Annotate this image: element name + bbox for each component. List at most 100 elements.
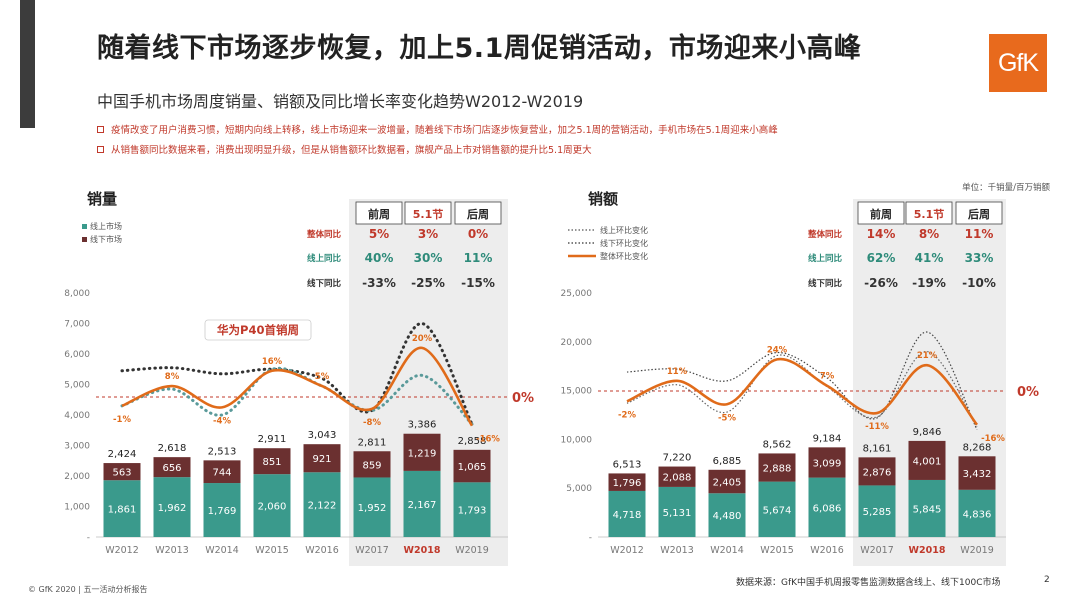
bar-offline-label: 744 <box>212 468 231 479</box>
x-tick-label: W2018 <box>909 545 946 556</box>
x-tick-label: W2014 <box>710 545 744 556</box>
bar-online <box>153 477 191 537</box>
bar-total-label: 9,846 <box>913 427 942 438</box>
table-row-label: 线上同比 <box>808 253 843 264</box>
table-cell-value: 33% <box>965 251 994 265</box>
bar-online <box>203 483 241 537</box>
growth-rate-label: 7% <box>820 372 835 382</box>
table-header-cell <box>857 201 905 225</box>
bar-offline-label: 656 <box>162 463 181 474</box>
legend-swatch <box>82 237 87 242</box>
bar-offline-label: 2,088 <box>663 473 692 484</box>
y-tick-label: - <box>589 533 592 543</box>
legend-label: 线下市场 <box>90 234 122 244</box>
callout-box <box>204 319 312 341</box>
page-title: 随着线下市场逐步恢复，加上5.1周促销活动，市场迎来小高峰 <box>97 33 862 64</box>
y-tick-label: 25,000 <box>561 289 593 299</box>
chart-title: 销量 <box>87 190 117 208</box>
table-row-label: 整体同比 <box>307 229 342 240</box>
bar-offline <box>353 451 391 478</box>
y-tick-label: 2,000 <box>64 472 90 482</box>
bar-online <box>103 480 141 537</box>
growth-rate-label: 21% <box>917 351 938 361</box>
bar-offline <box>808 447 846 478</box>
bar-online <box>808 477 846 537</box>
growth-rate-label: 24% <box>767 345 788 355</box>
bullet-item: 疫情改变了用户消费习惯，短期内向线上转移，线上市场迎来一波增量，随着线下市场门店… <box>97 121 778 141</box>
bar-offline-label: 4,001 <box>913 456 942 467</box>
bar-online-label: 1,962 <box>158 503 187 514</box>
y-tick-label: 3,000 <box>64 442 90 452</box>
table-header-cell <box>454 201 502 225</box>
y-tick-label: 10,000 <box>561 435 593 445</box>
x-tick-label: W2016 <box>810 545 844 556</box>
table-cell-value: 41% <box>915 251 944 265</box>
table-cell-value: 3% <box>418 227 438 241</box>
unit-note: 单位：千销量/百万销额 <box>962 183 1050 193</box>
x-tick-label: W2014 <box>205 545 239 556</box>
bar-online-label: 4,836 <box>963 509 992 520</box>
bar-total-label: 3,043 <box>308 430 337 441</box>
bar-offline-label: 3,099 <box>813 458 842 469</box>
table-row-label: 线下同比 <box>808 278 843 289</box>
bar-online-label: 5,131 <box>663 508 692 519</box>
online-growth-line <box>120 366 474 426</box>
y-tick-label: 5,000 <box>64 381 90 391</box>
table-row-label: 线下同比 <box>307 278 342 289</box>
x-tick-label: W2015 <box>255 545 289 556</box>
overall-growth-line <box>626 357 979 426</box>
bar-offline-label: 1,219 <box>408 448 437 459</box>
bar-total-label: 2,618 <box>158 443 187 454</box>
table-column-header: 5.1节 <box>413 207 444 221</box>
table-column-header: 5.1节 <box>914 207 945 221</box>
bar-offline <box>858 457 896 486</box>
bar-online <box>908 479 946 537</box>
bar-offline-label: 859 <box>362 460 381 471</box>
accent-bar <box>20 0 35 128</box>
overall-growth-line <box>121 346 474 427</box>
bar-online-label: 4,718 <box>613 510 642 521</box>
table-cell-value: -19% <box>912 276 946 290</box>
x-tick-label: W2015 <box>760 545 794 556</box>
bar-online <box>453 482 491 537</box>
bar-offline-label: 2,405 <box>713 478 742 489</box>
bar-offline <box>453 449 491 483</box>
bar-offline <box>403 433 441 471</box>
legend-label: 线下环比变化 <box>600 238 648 248</box>
table-header-cell <box>905 201 953 225</box>
legend-label: 线上市场 <box>90 221 122 231</box>
bar-total-label: 6,885 <box>713 456 742 467</box>
data-source-footer: 数据来源：GfK中国手机周报零售监测数据含线上、线下100C市场 <box>736 578 1001 588</box>
bar-online-label: 5,285 <box>863 507 892 518</box>
x-tick-label: W2018 <box>404 545 441 556</box>
growth-rate-label: 16% <box>262 357 283 367</box>
bar-offline-label: 921 <box>312 454 331 465</box>
growth-rate-label: -4% <box>213 416 231 426</box>
bar-online-label: 2,122 <box>308 501 337 512</box>
growth-rate-label: -11% <box>865 422 889 432</box>
bar-total-label: 3,386 <box>408 420 437 431</box>
table-cell-value: 11% <box>965 227 994 241</box>
bar-online <box>958 489 996 537</box>
offline-growth-line <box>120 322 474 426</box>
bar-total-label: 2,858 <box>458 436 487 447</box>
x-tick-label: W2017 <box>355 545 389 556</box>
bar-online <box>708 493 746 537</box>
x-tick-label: W2013 <box>660 545 694 556</box>
bar-online <box>858 485 896 537</box>
square-bullet-icon <box>97 146 104 153</box>
growth-rate-label: -8% <box>363 418 381 428</box>
y-tick-label: 20,000 <box>561 338 593 348</box>
table-column-header: 前周 <box>368 207 390 221</box>
bar-offline <box>758 453 796 482</box>
bar-total-label: 2,911 <box>258 434 287 445</box>
table-column-header: 后周 <box>968 207 990 221</box>
x-tick-label: W2012 <box>105 545 139 556</box>
bullet-list: 疫情改变了用户消费习惯，短期内向线上转移，线上市场迎来一波增量，随着线下市场门店… <box>97 121 778 161</box>
table-cell-value: 8% <box>919 227 939 241</box>
table-header-cell <box>955 201 1003 225</box>
table-cell-value: -15% <box>461 276 495 290</box>
bar-offline-label: 1,796 <box>613 478 642 489</box>
offline-growth-line <box>626 331 978 430</box>
